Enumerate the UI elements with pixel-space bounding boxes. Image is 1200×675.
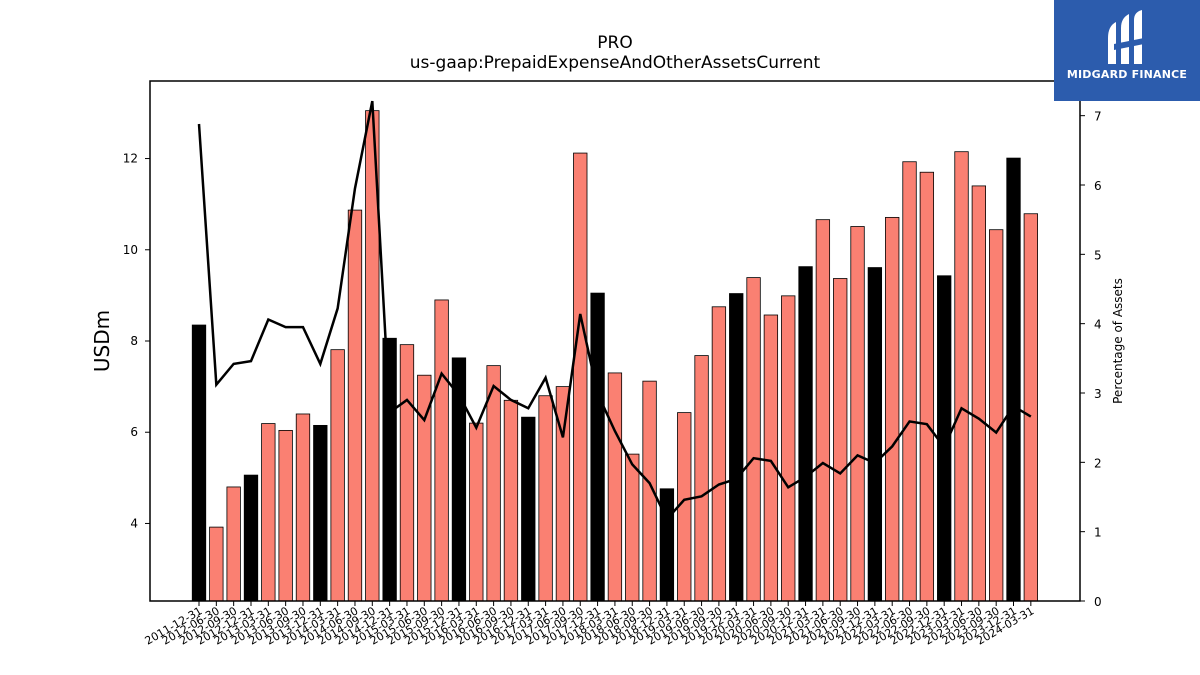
bar-2013-09-30 — [295, 413, 311, 602]
bar-2015-03-31 — [399, 344, 415, 602]
percentage-line — [197, 100, 1032, 522]
y2-tick-label: 0 — [1094, 595, 1102, 609]
y2-axis-label: Percentage of Assets — [1111, 278, 1125, 404]
y-tick-label: 8 — [130, 334, 138, 348]
bar-2022-09-30 — [919, 171, 935, 602]
bar-2020-06-30 — [763, 314, 779, 602]
y2-tick-label: 6 — [1094, 179, 1102, 193]
y-axis-left: 4 6 8 10 12 — [123, 152, 150, 530]
plot-frame — [149, 80, 1081, 602]
bar-2023-03-31 — [954, 151, 969, 602]
bar-2019-12-31 — [729, 293, 744, 602]
y-tick-label: 10 — [123, 243, 138, 257]
bar-2022-06-30 — [902, 161, 917, 602]
bar-2016-06-30 — [486, 365, 501, 602]
bar-series — [191, 110, 1038, 602]
y2-tick-label: 1 — [1094, 526, 1102, 540]
logo-text: MIDGARD FINANCE — [1066, 68, 1188, 81]
bar-2018-03-31 — [607, 372, 623, 602]
bar-2014-12-31 — [382, 337, 397, 602]
y2-tick-label: 5 — [1094, 248, 1102, 262]
chart-title: PRO — [597, 33, 632, 53]
bar-2012-06-30 — [209, 526, 224, 602]
bar-2019-06-30 — [694, 355, 709, 602]
bar-2012-09-30 — [226, 486, 241, 602]
bar-2015-09-30 — [434, 299, 449, 602]
bar-2023-12-31 — [1006, 157, 1021, 602]
bar-2012-12-31 — [243, 474, 259, 602]
bar-2013-12-31 — [313, 424, 328, 602]
y-axis-label: USDm — [90, 310, 114, 372]
bar-2011-12-31 — [191, 324, 207, 602]
bar-2020-03-31 — [746, 277, 761, 602]
bar-2016-09-30 — [503, 399, 519, 602]
bar-2022-03-31 — [885, 216, 900, 602]
bar-2024-03-31 — [1023, 213, 1038, 602]
bar-2017-03-31 — [538, 395, 553, 602]
bar-2021-03-31 — [815, 219, 831, 602]
bar-2016-12-31 — [521, 416, 536, 602]
bar-2018-12-31 — [659, 488, 675, 602]
y-tick-label: 4 — [130, 516, 138, 530]
bar-2016-03-31 — [469, 422, 484, 602]
y2-tick-label: 3 — [1094, 387, 1102, 401]
y2-tick-label: 4 — [1094, 318, 1102, 332]
bar-2017-12-31 — [590, 292, 605, 602]
bar-2014-06-30 — [347, 209, 363, 602]
y2-tick-label: 2 — [1094, 456, 1102, 470]
bar-2021-12-31 — [867, 267, 883, 602]
bar-2021-06-30 — [833, 278, 848, 602]
midgard-logo-icon — [1108, 10, 1144, 64]
bar-2020-12-31 — [798, 266, 813, 602]
y-tick-label: 6 — [130, 425, 138, 439]
bar-2013-06-30 — [278, 429, 293, 602]
bar-2014-03-31 — [330, 349, 345, 602]
brand-logo: MIDGARD FINANCE — [1054, 0, 1200, 101]
bar-2023-06-30 — [971, 185, 986, 602]
bar-2018-06-30 — [625, 453, 640, 602]
bar-2013-03-31 — [261, 423, 276, 602]
bar-2019-09-30 — [711, 306, 727, 602]
y-axis-right: 0 1 2 3 4 5 6 7 — [1080, 110, 1102, 609]
bar-2021-09-30 — [850, 226, 865, 602]
chart-subtitle: us-gaap:PrepaidExpenseAndOtherAssetsCurr… — [410, 53, 821, 73]
x-axis: 2011-12-312012-06-302012-09-302012-12-31… — [143, 601, 1036, 648]
y-tick-label: 12 — [123, 152, 138, 166]
bar-2023-09-30 — [989, 229, 1004, 602]
y2-tick-label: 7 — [1094, 110, 1102, 124]
bar-2017-09-30 — [573, 152, 588, 602]
bar-2020-09-30 — [781, 295, 796, 602]
